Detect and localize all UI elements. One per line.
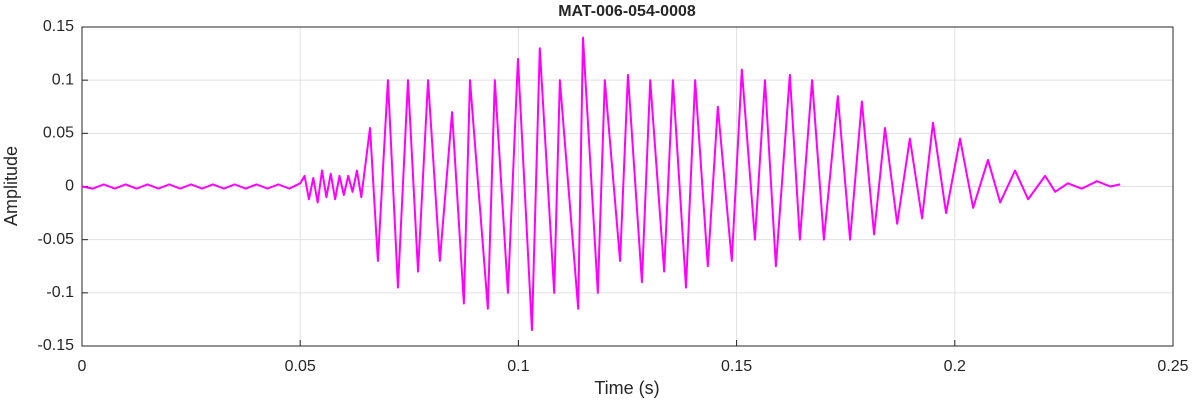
y-tick-label: 0 xyxy=(65,178,74,195)
x-tick-label: 0.15 xyxy=(721,358,752,375)
signal-line xyxy=(81,36,1121,332)
x-tick-label: 0.2 xyxy=(944,358,966,375)
y-tick-label: 0.1 xyxy=(52,71,74,88)
chart-title: MAT-006-054-0008 xyxy=(558,3,696,20)
y-tick-label: -0.1 xyxy=(46,284,74,301)
x-tick-label: 0.25 xyxy=(1157,358,1188,375)
y-tick-label: 0.15 xyxy=(43,18,74,35)
y-tick-label: 0.05 xyxy=(43,125,74,142)
y-tick-label: -0.05 xyxy=(38,231,75,248)
y-tick-label: -0.15 xyxy=(38,337,75,354)
x-axis-label: Time (s) xyxy=(594,378,659,398)
y-axis-label: Amplitude xyxy=(1,146,21,226)
x-tick-label: 0.05 xyxy=(285,358,316,375)
x-tick-label: 0 xyxy=(78,358,87,375)
x-tick-label: 0.1 xyxy=(507,358,529,375)
